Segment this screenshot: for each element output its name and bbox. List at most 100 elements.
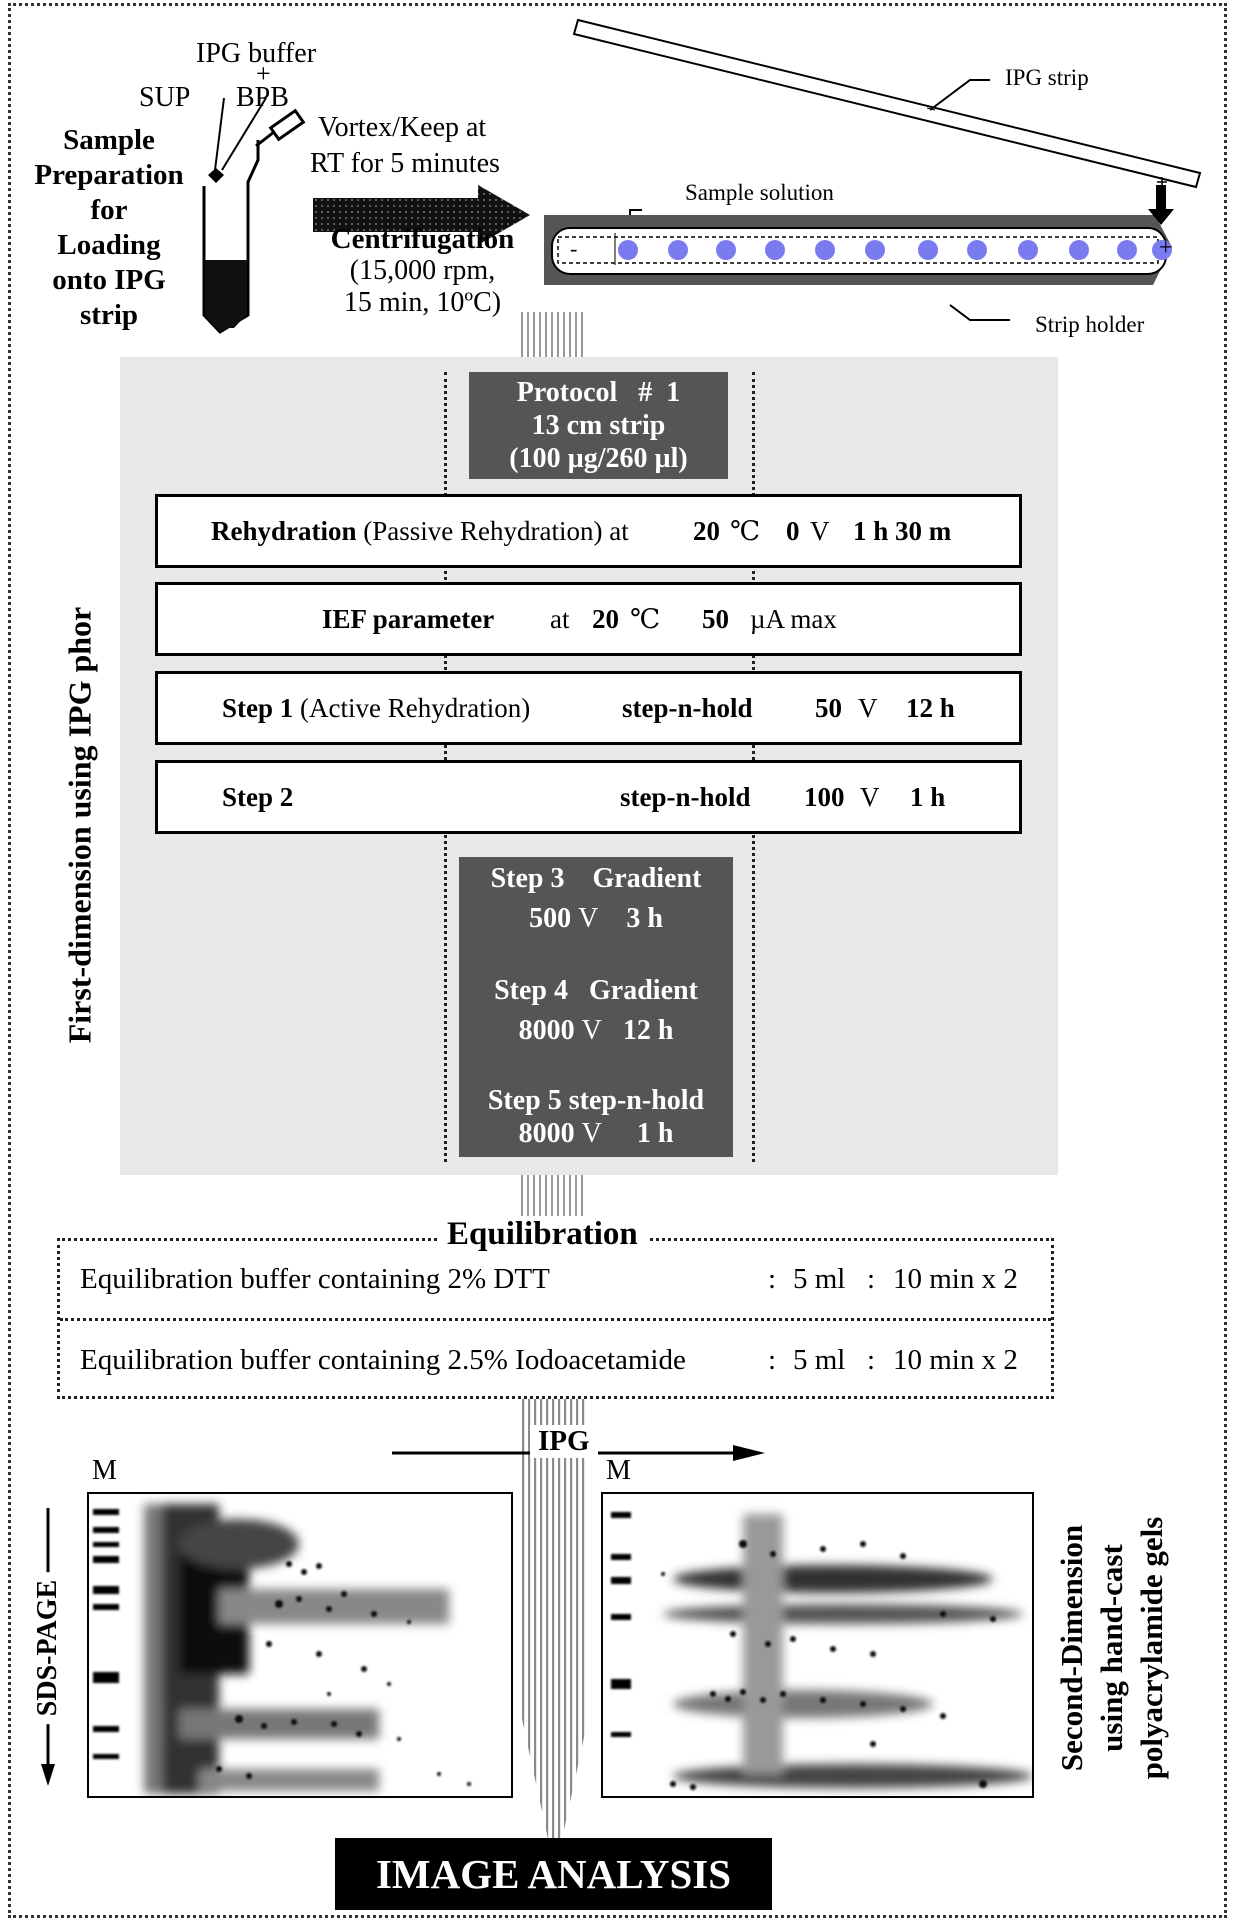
rehydration-temp: 20: [693, 515, 720, 546]
rehydration-volts: 0: [786, 515, 800, 546]
protocol-box: Protocol # 1 13 cm strip (100 µg/260 µl): [469, 372, 728, 479]
sample-well-dot: [716, 240, 736, 260]
figure-frame: [8, 3, 1227, 1918]
rehydration-text: Rehydration (Passive Rehydration) at: [211, 516, 629, 547]
rehydration-volt-unit: V: [810, 515, 830, 546]
rehydration-box: Rehydration (Passive Rehydration) at 20 …: [155, 494, 1022, 568]
step4-volt-unit: V: [581, 1015, 602, 1046]
step5-values: 8000 V 1 h: [459, 1117, 733, 1151]
equilibration-row: Equilibration buffer containing 2% DTT :…: [80, 1263, 1040, 1296]
gel-spots-left: [93, 1504, 471, 1794]
step1-volts: 50: [815, 692, 842, 723]
step1-text: Step 1 (Active Rehydration): [222, 693, 530, 724]
vortex-label: Vortex/Keep at RT for 5 minutes: [310, 110, 500, 182]
equilibration-row: Equilibration buffer containing 2.5% Iod…: [80, 1344, 1040, 1377]
gel-image-right: [601, 1492, 1034, 1798]
step2-label: Step 2: [222, 781, 294, 812]
eq-buffer: Equilibration buffer containing 2.5% Iod…: [80, 1344, 686, 1376]
ipg-strip-label: IPG strip: [1005, 65, 1089, 90]
protocol-line: Protocol # 1: [516, 377, 681, 408]
step2-mode: step-n-hold: [620, 781, 751, 812]
sample-solution-label: Sample solution: [685, 180, 834, 205]
ief-label: IEF parameter: [322, 603, 495, 634]
step3-values: 500 V 3 h: [459, 899, 733, 939]
protocol-line: 13 cm strip: [531, 410, 666, 441]
marker-label-left: M: [92, 1455, 117, 1486]
second-dim-line: using hand-cast: [1094, 1544, 1129, 1752]
step3-title: Step 3 Gradient: [490, 863, 702, 894]
sample-well-dot: [1018, 240, 1038, 260]
step4-time: 12 h: [622, 1015, 674, 1046]
ipg-buffer-label: IPG buffer: [196, 38, 317, 69]
step5-volt-unit: V: [581, 1118, 602, 1149]
eq-sep: :: [768, 1344, 777, 1376]
ipg-label: IPG: [530, 1425, 598, 1458]
centrifugation-block: Centrifugation (15,000 rpm, 15 min, 10ºC…: [300, 223, 545, 319]
eq-time: 10 min x 2: [893, 1344, 1018, 1376]
strip-plus-sign: +: [1159, 235, 1173, 261]
prep-line: strip: [80, 299, 138, 331]
image-analysis-box: IMAGE ANALYSIS: [335, 1838, 772, 1910]
sample-well-dot: [1117, 240, 1137, 260]
rehydration-desc: (Passive Rehydration) at: [356, 515, 629, 546]
ief-temp-unit: ℃: [630, 603, 661, 634]
step5-volts: 8000: [518, 1118, 575, 1149]
sample-well-dot: [1069, 240, 1089, 260]
second-dimension-side-label: Second-Dimension using hand-cast polyacr…: [1052, 1488, 1172, 1808]
flow-connector-top: [521, 312, 587, 358]
step1-label: Step 1: [222, 692, 294, 723]
eq-volume: 5 ml: [793, 1344, 846, 1376]
sample-well-dot: [815, 240, 835, 260]
gradient-steps-box: Step 3 Gradient 500 V 3 h Step 4 Gradien…: [459, 857, 733, 1157]
sup-label: SUP: [139, 82, 191, 113]
flow-connector-middle: [521, 1175, 587, 1223]
ief-parameter-box: IEF parameter at 20 ℃ 50 µA max: [155, 582, 1022, 656]
step1-desc: (Active Rehydration): [293, 692, 531, 723]
second-dim-line: polyacrylamide gels: [1134, 1516, 1169, 1780]
sample-well-dot: [918, 240, 938, 260]
ief-at: at: [550, 603, 570, 634]
vortex-line: Vortex/Keep at: [318, 112, 487, 143]
step3-volts: 500: [529, 903, 572, 934]
centrifugation-param: (15,000 rpm,: [349, 255, 496, 286]
eq-sep: :: [768, 1263, 777, 1295]
sample-wells: [618, 240, 1172, 260]
step2-time: 1 h: [910, 781, 946, 812]
eq-sep: :: [867, 1344, 876, 1376]
process-arrow: [313, 185, 530, 245]
protocol-line: (100 µg/260 µl): [509, 443, 688, 474]
rehydration-label: Rehydration: [211, 515, 357, 546]
prep-line: Preparation: [34, 159, 184, 191]
prep-line: Sample: [63, 124, 155, 156]
step1-time: 12 h: [906, 692, 955, 723]
step4-values: 8000 V 12 h: [459, 1011, 733, 1051]
equilibration-box: [57, 1238, 1054, 1399]
step4-title: Step 4 Gradient: [494, 975, 698, 1006]
step3-volt-unit: V: [578, 903, 599, 934]
ief-temp: 20: [592, 603, 619, 634]
sample-well-dot: [967, 240, 987, 260]
sample-well-dot: [1152, 240, 1172, 260]
step2-box: Step 2 step-n-hold 100 V 1 h: [155, 760, 1022, 834]
flow-funnel: [522, 1399, 588, 1839]
step4-volts: 8000: [518, 1015, 575, 1046]
prep-line: onto IPG: [52, 264, 166, 296]
rehydration-temp-unit: ℃: [730, 515, 761, 546]
bpb-label: BPB: [236, 82, 289, 113]
step1-box: Step 1 (Active Rehydration) step-n-hold …: [155, 671, 1022, 745]
step5-time: 1 h: [636, 1118, 674, 1149]
plus-sign-label: +: [256, 59, 271, 88]
centrifugation-param: 15 min, 10ºC): [343, 287, 502, 318]
eq-time: 10 min x 2: [893, 1263, 1018, 1295]
ief-current-unit: µA max: [750, 603, 837, 634]
marker-label-right: M: [606, 1455, 631, 1486]
eq-buffer: Equilibration buffer containing 2% DTT: [80, 1263, 550, 1295]
equilibration-title: Equilibration: [437, 1216, 648, 1253]
sample-well-dot: [668, 240, 688, 260]
sample-well-dot: [618, 240, 638, 260]
prep-line: Loading: [57, 229, 161, 261]
rehydration-time: 1 h 30 m: [853, 515, 952, 546]
sample-well-dot: [765, 240, 785, 260]
microtube-diagram: [202, 97, 306, 334]
strip-holder-diagram: [544, 18, 1202, 321]
